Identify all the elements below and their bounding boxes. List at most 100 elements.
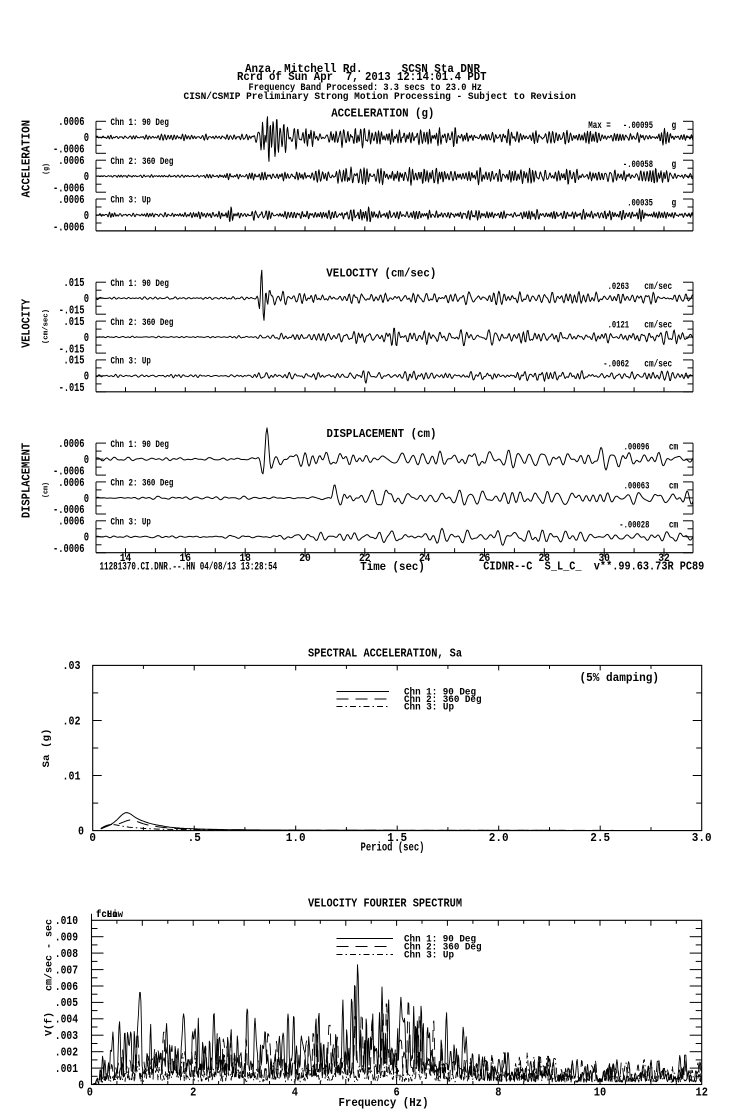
- svg-text:.007: .007: [55, 963, 78, 977]
- svg-text:16: 16: [180, 553, 192, 565]
- svg-text:2.5: 2.5: [590, 831, 610, 845]
- svg-text:g: g: [672, 159, 677, 170]
- svg-text:Anza, Mitchell Rd. SCSN S: Anza, Mitchell Rd. SCSN Sta DNR: [245, 62, 480, 76]
- svg-text:VELOCITY: VELOCITY: [21, 299, 34, 348]
- svg-text:0: 0: [84, 170, 89, 184]
- svg-text:2: 2: [190, 1085, 196, 1099]
- svg-text:-.00095: -.00095: [623, 120, 653, 131]
- svg-text:.001: .001: [55, 1062, 78, 1076]
- svg-text:Chn 2: 360 Deg: Chn 2: 360 Deg: [111, 478, 174, 490]
- svg-text:ACCELERATION (g): ACCELERATION (g): [331, 108, 434, 121]
- svg-text:VELOCITY FOURIER SPECTRUM: VELOCITY FOURIER SPECTRUM: [308, 898, 462, 911]
- svg-text:Chn 2: 360 Deg: Chn 2: 360 Deg: [404, 694, 482, 706]
- svg-text:SPECTRAL ACCELERATION, Sa: SPECTRAL ACCELERATION, Sa: [308, 648, 462, 661]
- svg-text:Time (sec): Time (sec): [360, 560, 425, 574]
- svg-text:ACCELERATION: ACCELERATION: [21, 120, 34, 198]
- svg-text:.00063: .00063: [624, 481, 650, 492]
- svg-text:Chn 3: Up: Chn 3: Up: [111, 195, 151, 207]
- svg-text:.0121: .0121: [608, 320, 630, 331]
- svg-text:.0006: .0006: [58, 437, 84, 451]
- svg-text:32: 32: [658, 553, 670, 565]
- svg-text:0: 0: [84, 292, 89, 306]
- svg-text:Chn 1: 90 Deg: Chn 1: 90 Deg: [404, 687, 476, 699]
- svg-text:11281370.CI.DNR.--.HN 04/08/13: 11281370.CI.DNR.--.HN 04/08/13 13:28:54: [100, 561, 278, 573]
- svg-text:cm/sec - sec: cm/sec - sec: [44, 919, 56, 991]
- svg-text:Frequency (Hz): Frequency (Hz): [339, 1096, 429, 1110]
- svg-text:Frequency Band Processed: 3.3: Frequency Band Processed: 3.3 secs to 23…: [249, 82, 483, 93]
- svg-text:0: 0: [84, 453, 89, 467]
- svg-text:(cm): (cm): [43, 482, 51, 498]
- svg-text:.00035: .00035: [627, 198, 653, 209]
- svg-text:8: 8: [495, 1085, 501, 1099]
- svg-text:0: 0: [84, 209, 89, 223]
- svg-text:DISPLACEMENT: DISPLACEMENT: [21, 443, 34, 518]
- svg-text:18: 18: [239, 553, 251, 565]
- svg-text:4: 4: [292, 1085, 298, 1099]
- svg-text:fcHi: fcHi: [96, 909, 118, 921]
- svg-text:cm: cm: [669, 519, 678, 530]
- svg-text:cm: cm: [669, 481, 678, 492]
- svg-text:cm/sec: cm/sec: [644, 359, 672, 370]
- svg-text:-.0062: -.0062: [603, 359, 629, 370]
- svg-text:14: 14: [120, 553, 132, 565]
- svg-text:-.00028: -.00028: [619, 519, 649, 530]
- svg-text:.0006: .0006: [58, 115, 84, 129]
- svg-text:24: 24: [419, 553, 431, 565]
- svg-text:Period (sec): Period (sec): [361, 841, 425, 855]
- svg-text:-.0006: -.0006: [53, 464, 85, 478]
- svg-text:.0263: .0263: [608, 281, 630, 292]
- svg-text:(5% damping): (5% damping): [580, 671, 660, 685]
- svg-text:12: 12: [696, 1085, 708, 1099]
- svg-text:.015: .015: [64, 315, 85, 329]
- svg-text:-.0006: -.0006: [53, 220, 85, 234]
- svg-text:0: 0: [84, 492, 89, 506]
- svg-text:-.0006: -.0006: [53, 503, 85, 517]
- svg-text:0: 0: [89, 831, 96, 845]
- svg-text:Chn 1: 90 Deg: Chn 1: 90 Deg: [111, 117, 169, 129]
- svg-text:cm: cm: [669, 442, 678, 453]
- svg-text:.002: .002: [55, 1046, 78, 1060]
- svg-text:cm/sec: cm/sec: [644, 320, 672, 331]
- svg-text:CISN/CSMIP Preliminary Strong: CISN/CSMIP Preliminary Strong Motion Pro…: [184, 91, 577, 102]
- svg-text:30: 30: [598, 553, 610, 565]
- svg-text:cm/sec: cm/sec: [644, 281, 672, 292]
- svg-text:g: g: [672, 198, 677, 209]
- svg-text:20: 20: [299, 553, 311, 565]
- svg-text:.015: .015: [64, 276, 85, 290]
- svg-text:0: 0: [84, 531, 89, 545]
- svg-text:Chn 1: 90 Deg: Chn 1: 90 Deg: [404, 934, 476, 946]
- svg-text:Max =: Max =: [588, 120, 611, 131]
- svg-text:-.0006: -.0006: [53, 143, 85, 157]
- svg-text:1.0: 1.0: [286, 831, 306, 845]
- svg-text:.003: .003: [55, 1029, 78, 1043]
- svg-text:VELOCITY (cm/sec): VELOCITY (cm/sec): [326, 268, 436, 281]
- svg-text:g: g: [672, 120, 677, 131]
- svg-text:-.015: -.015: [59, 342, 85, 356]
- svg-text:.0006: .0006: [58, 515, 84, 529]
- svg-text:2.0: 2.0: [489, 831, 509, 845]
- svg-text:.01: .01: [63, 769, 81, 783]
- svg-text:-.00058: -.00058: [623, 159, 653, 170]
- svg-text:(cm/sec): (cm/sec): [43, 309, 51, 344]
- svg-text:.03: .03: [63, 659, 81, 673]
- svg-text:.5: .5: [188, 831, 201, 845]
- svg-text:0: 0: [78, 1078, 84, 1092]
- svg-text:.009: .009: [55, 931, 78, 945]
- svg-text:.008: .008: [55, 947, 78, 961]
- svg-text:.0006: .0006: [58, 476, 84, 490]
- svg-text:0: 0: [84, 370, 89, 384]
- svg-text:fcLow: fcLow: [96, 909, 123, 921]
- svg-text:.02: .02: [63, 714, 81, 728]
- svg-text:Rcrd of Sun Apr 7, 2013 12:14: Rcrd of Sun Apr 7, 2013 12:14:01.4 PDT: [237, 70, 487, 84]
- svg-text:.0006: .0006: [58, 154, 84, 168]
- svg-text:Chn 1: 90 Deg: Chn 1: 90 Deg: [111, 278, 169, 290]
- svg-text:CIDNR--C S_L_C_ v**.99.63.73: CIDNR--C S_L_C_ v**.99.63.73R PC89: [483, 560, 704, 574]
- svg-text:-.015: -.015: [59, 381, 85, 395]
- svg-text:.00096: .00096: [624, 442, 650, 453]
- svg-text:3.0: 3.0: [692, 831, 712, 845]
- svg-text:.004: .004: [55, 1013, 78, 1027]
- svg-text:.015: .015: [64, 354, 85, 368]
- svg-text:Chn 2: 360 Deg: Chn 2: 360 Deg: [111, 317, 174, 329]
- svg-text:0: 0: [87, 1085, 93, 1099]
- svg-text:DISPLACEMENT (cm): DISPLACEMENT (cm): [327, 428, 437, 441]
